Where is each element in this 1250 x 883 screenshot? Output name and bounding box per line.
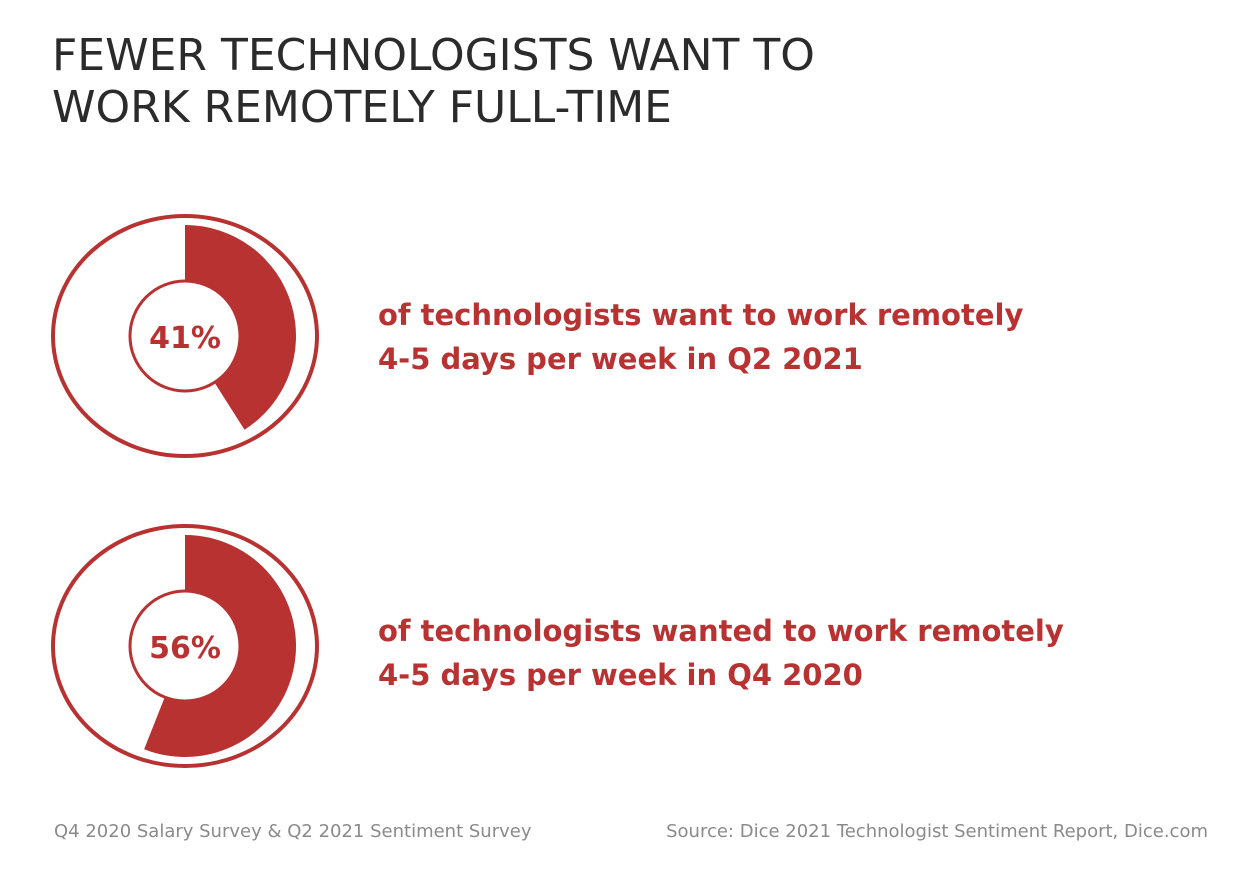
donut-inner-circle bbox=[128, 589, 242, 703]
donut-outer-ring bbox=[51, 524, 319, 768]
donut-inner-circle bbox=[128, 279, 242, 393]
page-title-line-2: WORK REMOTELY FULL-TIME bbox=[52, 82, 672, 133]
stat-label-line-1: of technologists wanted to work remotely bbox=[378, 614, 1064, 648]
page-title: FEWER TECHNOLOGISTS WANT TO WORK REMOTEL… bbox=[52, 30, 1052, 134]
donut-center-label: 56% bbox=[149, 631, 221, 666]
donut-svg-q2-2021: 41% bbox=[51, 214, 319, 458]
footer-source-note: Source: Dice 2021 Technologist Sentiment… bbox=[666, 821, 1208, 842]
stat-label-q2-2021: of technologists want to work remotely 4… bbox=[378, 293, 1023, 381]
donut-chart-q2-2021: 41% bbox=[50, 212, 322, 460]
stat-label-line-2: 4-5 days per week in Q2 2021 bbox=[378, 342, 863, 376]
donut-center-label: 41% bbox=[149, 321, 221, 356]
donut-chart-q4-2020: 56% bbox=[50, 522, 322, 770]
stat-label-line-1: of technologists want to work remotely bbox=[378, 298, 1024, 332]
stat-label-line-2: 4-5 days per week in Q4 2020 bbox=[378, 658, 863, 692]
stat-label-q4-2020: of technologists wanted to work remotely… bbox=[378, 609, 1064, 697]
donut-svg-q4-2020: 56% bbox=[51, 524, 319, 768]
donut-outer-ring bbox=[51, 214, 319, 458]
page-title-line-1: FEWER TECHNOLOGISTS WANT TO bbox=[52, 30, 815, 81]
footer-survey-note: Q4 2020 Salary Survey & Q2 2021 Sentimen… bbox=[54, 821, 532, 842]
